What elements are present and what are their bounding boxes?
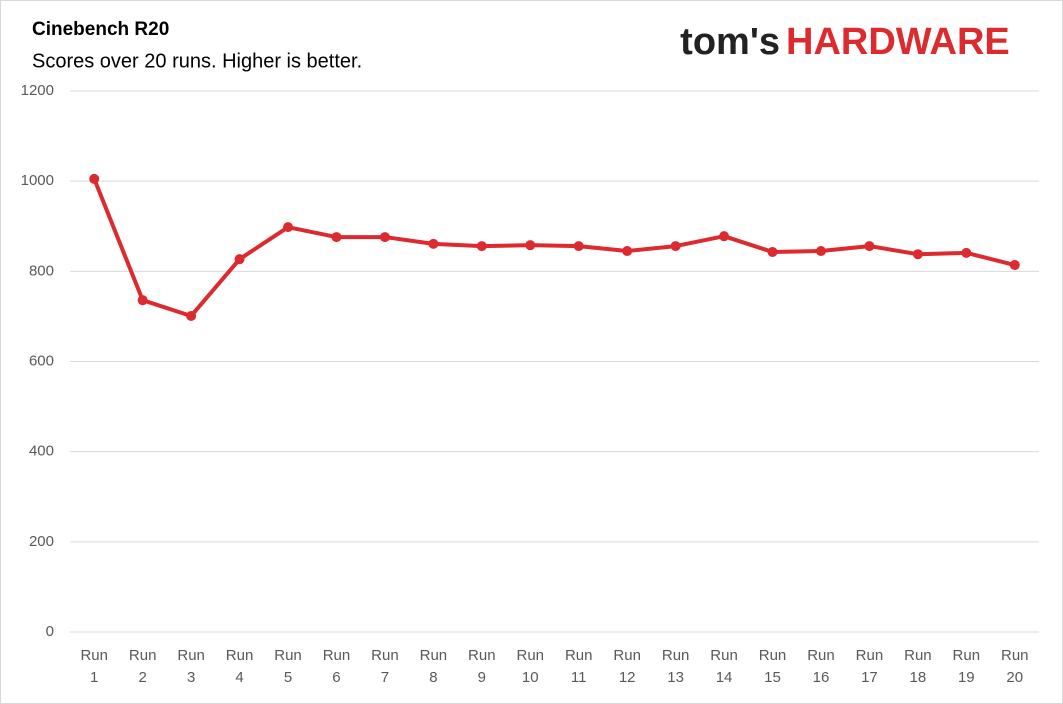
x-tick-label: Run 1 <box>80 647 108 686</box>
y-tick-label: 800 <box>29 262 54 279</box>
x-tick-label: Run 7 <box>371 647 399 686</box>
x-tick-label: Run 13 <box>661 647 690 686</box>
data-point <box>622 246 633 257</box>
data-point <box>186 310 197 321</box>
y-tick-label: 600 <box>29 352 54 369</box>
x-tick-label: Run 15 <box>758 647 787 686</box>
x-tick-label: Run 6 <box>322 647 351 686</box>
data-point <box>234 254 245 265</box>
data-point <box>912 249 923 260</box>
data-point <box>137 295 148 306</box>
x-tick-label: Run 12 <box>613 647 641 686</box>
x-tick-label: Run 4 <box>225 647 254 686</box>
data-point <box>815 246 826 257</box>
y-tick-label: 200 <box>29 533 54 550</box>
x-tick-label: Run 20 <box>1001 647 1029 686</box>
data-point <box>379 232 390 243</box>
x-tick-label: Run 8 <box>419 647 448 686</box>
y-tick-label: 0 <box>46 623 54 640</box>
data-point <box>767 246 778 257</box>
chart-subtitle: Scores over 20 runs. Higher is better. <box>32 50 362 72</box>
x-tick-label: Run 5 <box>274 647 302 686</box>
data-point <box>89 173 100 184</box>
x-tick-label: Run 18 <box>904 647 932 686</box>
data-point <box>1009 260 1020 271</box>
data-point <box>573 241 584 252</box>
data-point <box>476 241 487 252</box>
x-tick-label: Run 2 <box>128 647 157 686</box>
data-point <box>719 231 730 242</box>
data-point <box>428 238 439 249</box>
data-point <box>864 241 875 252</box>
y-tick-label: 1000 <box>21 172 54 189</box>
chart-title: Cinebench R20 <box>32 19 169 40</box>
y-tick-label: 400 <box>29 443 54 460</box>
data-point <box>961 247 972 258</box>
x-tick-label: Run 14 <box>710 647 738 686</box>
logo-suffix: HARDWARE <box>786 21 1010 63</box>
data-point <box>331 232 342 243</box>
x-tick-label: Run 10 <box>516 647 545 686</box>
data-point <box>670 241 681 252</box>
x-tick-label: Run 9 <box>468 647 496 686</box>
data-point <box>283 222 294 233</box>
logo-prefix: tom's <box>680 21 780 63</box>
x-tick-label: Run 3 <box>177 647 205 686</box>
data-point <box>525 240 536 251</box>
x-tick-label: Run 17 <box>855 647 884 686</box>
x-tick-label: Run 11 <box>564 647 593 686</box>
data-line <box>92 178 1016 318</box>
x-tick-label: Run 19 <box>952 647 981 686</box>
y-tick-label: 1200 <box>21 82 54 99</box>
x-tick-label: Run 16 <box>807 647 835 686</box>
